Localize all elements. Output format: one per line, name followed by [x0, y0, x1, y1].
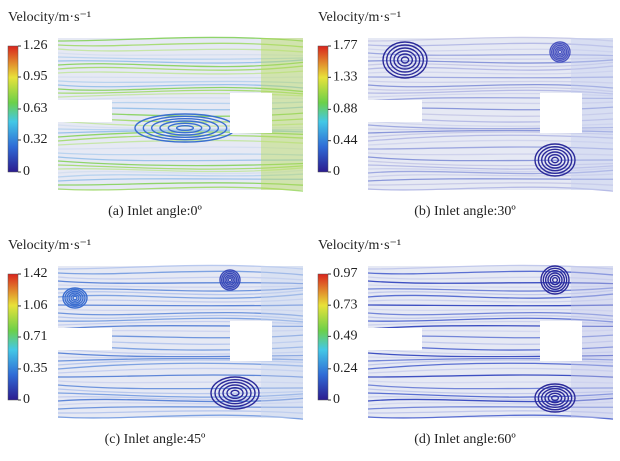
colorbar-tick-label: 1.42	[23, 266, 48, 281]
colorbar-tick-label: 0.49	[333, 329, 358, 344]
colorbar-tick-label: 0.71	[23, 329, 48, 344]
colorbar-tick-label: 0.88	[333, 102, 358, 117]
inlet	[56, 328, 112, 350]
colorbar-tick-label: 0.24	[333, 361, 358, 376]
colorbar-tick-label: 0.44	[333, 133, 358, 148]
obstacle	[540, 321, 582, 361]
colorbar-tick-label: 0	[333, 392, 340, 407]
obstacle	[230, 321, 272, 361]
colorbar	[8, 46, 18, 172]
obstacle	[540, 93, 582, 133]
colorbar-tick-label: 0	[333, 164, 340, 179]
colorbar-tick-label: 0.95	[23, 69, 48, 84]
colorbar-tick-label: 0.73	[333, 297, 358, 312]
figure: Velocity/m·s⁻¹ 0 0.32 0.63 0.95 1.26 (a) Inlet…	[0, 0, 620, 456]
colorbar-label: Velocity/m·s⁻¹	[318, 238, 401, 253]
panel: Velocity/m·s⁻¹ 0 0.24 0.49 0.73 0.97 (d) Inlet…	[318, 238, 613, 447]
colorbar-label: Velocity/m·s⁻¹	[8, 238, 91, 253]
inlet	[56, 100, 112, 122]
panel-title: (d) Inlet angle:60º	[414, 432, 516, 447]
obstacle	[230, 93, 272, 133]
panel-title: (a) Inlet angle:0º	[108, 204, 202, 219]
colorbar-tick-label: 0.97	[333, 266, 358, 281]
colorbar	[8, 274, 18, 400]
panel-title: (c) Inlet angle:45º	[105, 432, 206, 447]
colorbar-tick-label: 1.26	[23, 38, 48, 53]
colorbar-tick-label: 0	[23, 392, 30, 407]
colorbar	[318, 274, 328, 400]
panel: Velocity/m·s⁻¹ 0 0.35 0.71 1.06 1.42 (c) Inlet…	[8, 238, 303, 447]
colorbar-tick-label: 1.77	[333, 38, 358, 53]
colorbar-tick-label: 1.06	[23, 298, 48, 313]
colorbar-tick-label: 0.35	[23, 361, 48, 376]
colorbar-tick-label: 1.33	[333, 70, 358, 85]
panel-title: (b) Inlet angle:30º	[414, 204, 516, 219]
colorbar	[318, 46, 328, 172]
inlet	[366, 328, 422, 350]
colorbar-label: Velocity/m·s⁻¹	[318, 10, 401, 25]
colorbar-tick-label: 0	[23, 164, 30, 179]
panel: Velocity/m·s⁻¹ 0 0.44 0.88 1.33 1.77 (b) Inlet…	[318, 10, 613, 219]
colorbar-label: Velocity/m·s⁻¹	[8, 10, 91, 25]
colorbar-tick-label: 0.32	[23, 132, 48, 147]
panel: Velocity/m·s⁻¹ 0 0.32 0.63 0.95 1.26 (a) Inlet…	[8, 10, 303, 219]
inlet	[366, 100, 422, 122]
colorbar-tick-label: 0.63	[23, 101, 48, 116]
